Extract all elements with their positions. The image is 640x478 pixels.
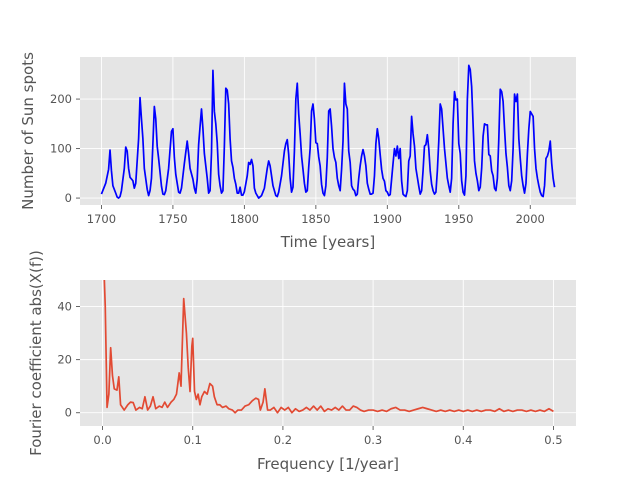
fourier-series-line — [103, 279, 554, 414]
sunspot-x-tick-label: 2000 — [516, 212, 545, 226]
fourier-grid — [80, 280, 576, 426]
fourier-y-ticks: 0 20 40 — [57, 300, 80, 420]
fourier-x-tick-label: 0.3 — [364, 433, 382, 447]
fourier-y-axis-label: Fourier coefficient abs(X(f)) — [27, 250, 45, 456]
fourier-x-tick-label: 0.5 — [544, 433, 562, 447]
fourier-y-tick-label: 40 — [57, 300, 72, 314]
sunspot-x-tick-label: 1700 — [87, 212, 116, 226]
sunspot-chart: 1700 1750 1800 1850 1900 1950 2000 0 100 200 Tim… — [19, 52, 576, 251]
fourier-y-tick-label: 20 — [57, 353, 72, 367]
fourier-x-tick-label: 0.0 — [93, 433, 111, 447]
sunspot-x-tick-label: 1800 — [230, 212, 259, 226]
sunspot-x-tick-label: 1900 — [373, 212, 402, 226]
sunspot-x-tick-label: 1850 — [301, 212, 330, 226]
sunspot-y-tick-label: 0 — [65, 191, 72, 205]
sunspot-series-line — [100, 64, 556, 199]
sunspot-y-axis-label: Number of Sun spots — [19, 52, 37, 210]
sunspot-y-tick-label: 100 — [50, 142, 72, 156]
fourier-plot-area — [80, 280, 576, 426]
fourier-chart: 0.0 0.1 0.2 0.3 0.4 0.5 0 20 40 Frequency [1/ye… — [27, 250, 576, 473]
fourier-x-tick-label: 0.1 — [184, 433, 202, 447]
fourier-y-tick-label: 0 — [65, 406, 72, 420]
fourier-x-ticks: 0.0 0.1 0.2 0.3 0.4 0.5 — [93, 426, 563, 447]
fourier-x-axis-label: Frequency [1/year] — [257, 455, 399, 473]
sunspot-x-ticks: 1700 1750 1800 1850 1900 1950 2000 — [87, 205, 545, 226]
fourier-x-tick-label: 0.4 — [454, 433, 472, 447]
sunspot-x-axis-label: Time [years] — [280, 233, 375, 251]
sunspot-x-tick-label: 1750 — [158, 212, 187, 226]
sunspot-x-tick-label: 1950 — [444, 212, 473, 226]
sunspot-y-ticks: 0 100 200 — [50, 92, 80, 205]
fourier-x-tick-label: 0.2 — [274, 433, 292, 447]
sunspot-y-tick-label: 200 — [50, 92, 72, 106]
